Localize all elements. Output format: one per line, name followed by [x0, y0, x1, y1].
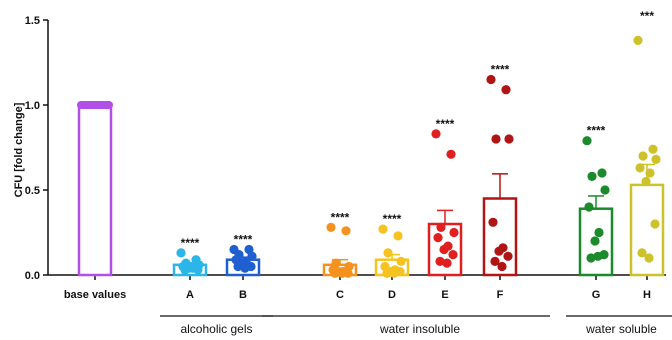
category-label: A [186, 289, 194, 301]
data-point [448, 250, 458, 260]
data-point [645, 168, 655, 178]
data-point [433, 233, 443, 243]
data-point [442, 258, 452, 268]
significance-label: **** [383, 212, 402, 226]
data-point [637, 248, 647, 258]
y-tick-label: 0.5 [25, 185, 40, 197]
data-point [488, 217, 498, 227]
data-point [435, 256, 445, 266]
data-point [180, 265, 190, 275]
data-point [393, 231, 403, 241]
group-label: alcoholic gels [180, 322, 252, 336]
category-label: C [336, 289, 344, 301]
category-label: D [388, 289, 396, 301]
data-point [641, 176, 651, 187]
data-point [396, 256, 406, 266]
data-point [486, 74, 496, 85]
data-point [503, 251, 513, 261]
data-point [247, 251, 257, 261]
data-point [586, 253, 596, 263]
data-point [584, 202, 594, 212]
group-label: water soluble [585, 322, 657, 336]
data-point [501, 85, 511, 95]
significance-label: **** [331, 210, 350, 224]
data-point [587, 171, 597, 181]
data-point [389, 268, 399, 278]
data-point [491, 134, 501, 144]
data-point [635, 163, 645, 173]
data-point [337, 268, 347, 278]
y-tick-label: 0.0 [25, 270, 40, 282]
data-point [341, 226, 351, 236]
data-point [446, 149, 456, 159]
significance-label: **** [491, 63, 510, 77]
category-label: B [239, 289, 247, 301]
data-point [650, 219, 660, 229]
data-point [490, 256, 500, 266]
data-point [593, 251, 603, 261]
data-point [582, 136, 592, 146]
labels-layer: base values****A****B****C****D****E****… [64, 9, 672, 336]
data-point [648, 144, 658, 154]
data-point [600, 185, 610, 195]
category-label: E [441, 289, 448, 301]
data-point [439, 244, 449, 255]
significance-label: *** [640, 9, 654, 23]
data-point [233, 261, 243, 272]
data-point [378, 224, 388, 234]
significance-label: **** [587, 124, 606, 138]
axes: 0.0 0.5 1.0 1.5 [25, 15, 666, 282]
data-point [240, 263, 250, 273]
bar-1 [77, 103, 113, 277]
data-point [594, 227, 604, 238]
data-point [330, 268, 340, 278]
category-label: F [497, 289, 504, 301]
y-tick-label: 1.0 [25, 100, 40, 112]
category-label: base values [64, 289, 126, 301]
data-point [590, 236, 600, 246]
data-point [494, 246, 504, 256]
data-point [187, 261, 197, 272]
significance-label: **** [234, 233, 253, 247]
data-point-cluster [77, 101, 113, 109]
y-tick-label: 1.5 [25, 15, 40, 27]
bars-layer [77, 35, 665, 278]
bar-7 [482, 197, 518, 277]
data-point [382, 268, 392, 278]
data-point [176, 248, 186, 258]
data-point [449, 227, 459, 238]
data-point [326, 222, 336, 232]
data-point [436, 222, 446, 232]
significance-label: **** [181, 236, 200, 250]
data-point [651, 154, 661, 164]
data-point [504, 134, 514, 144]
significance-label: **** [436, 117, 455, 131]
data-point [383, 248, 393, 258]
data-point [638, 151, 648, 161]
data-point [431, 129, 441, 139]
data-point [497, 261, 507, 272]
data-point [644, 253, 654, 263]
y-axis-label: CFU [fold change] [13, 102, 25, 197]
data-point [344, 261, 354, 272]
group-label: water insoluble [379, 322, 460, 336]
category-label: G [592, 289, 601, 301]
data-point [597, 168, 607, 178]
category-label: H [643, 289, 651, 301]
data-point [633, 35, 643, 46]
